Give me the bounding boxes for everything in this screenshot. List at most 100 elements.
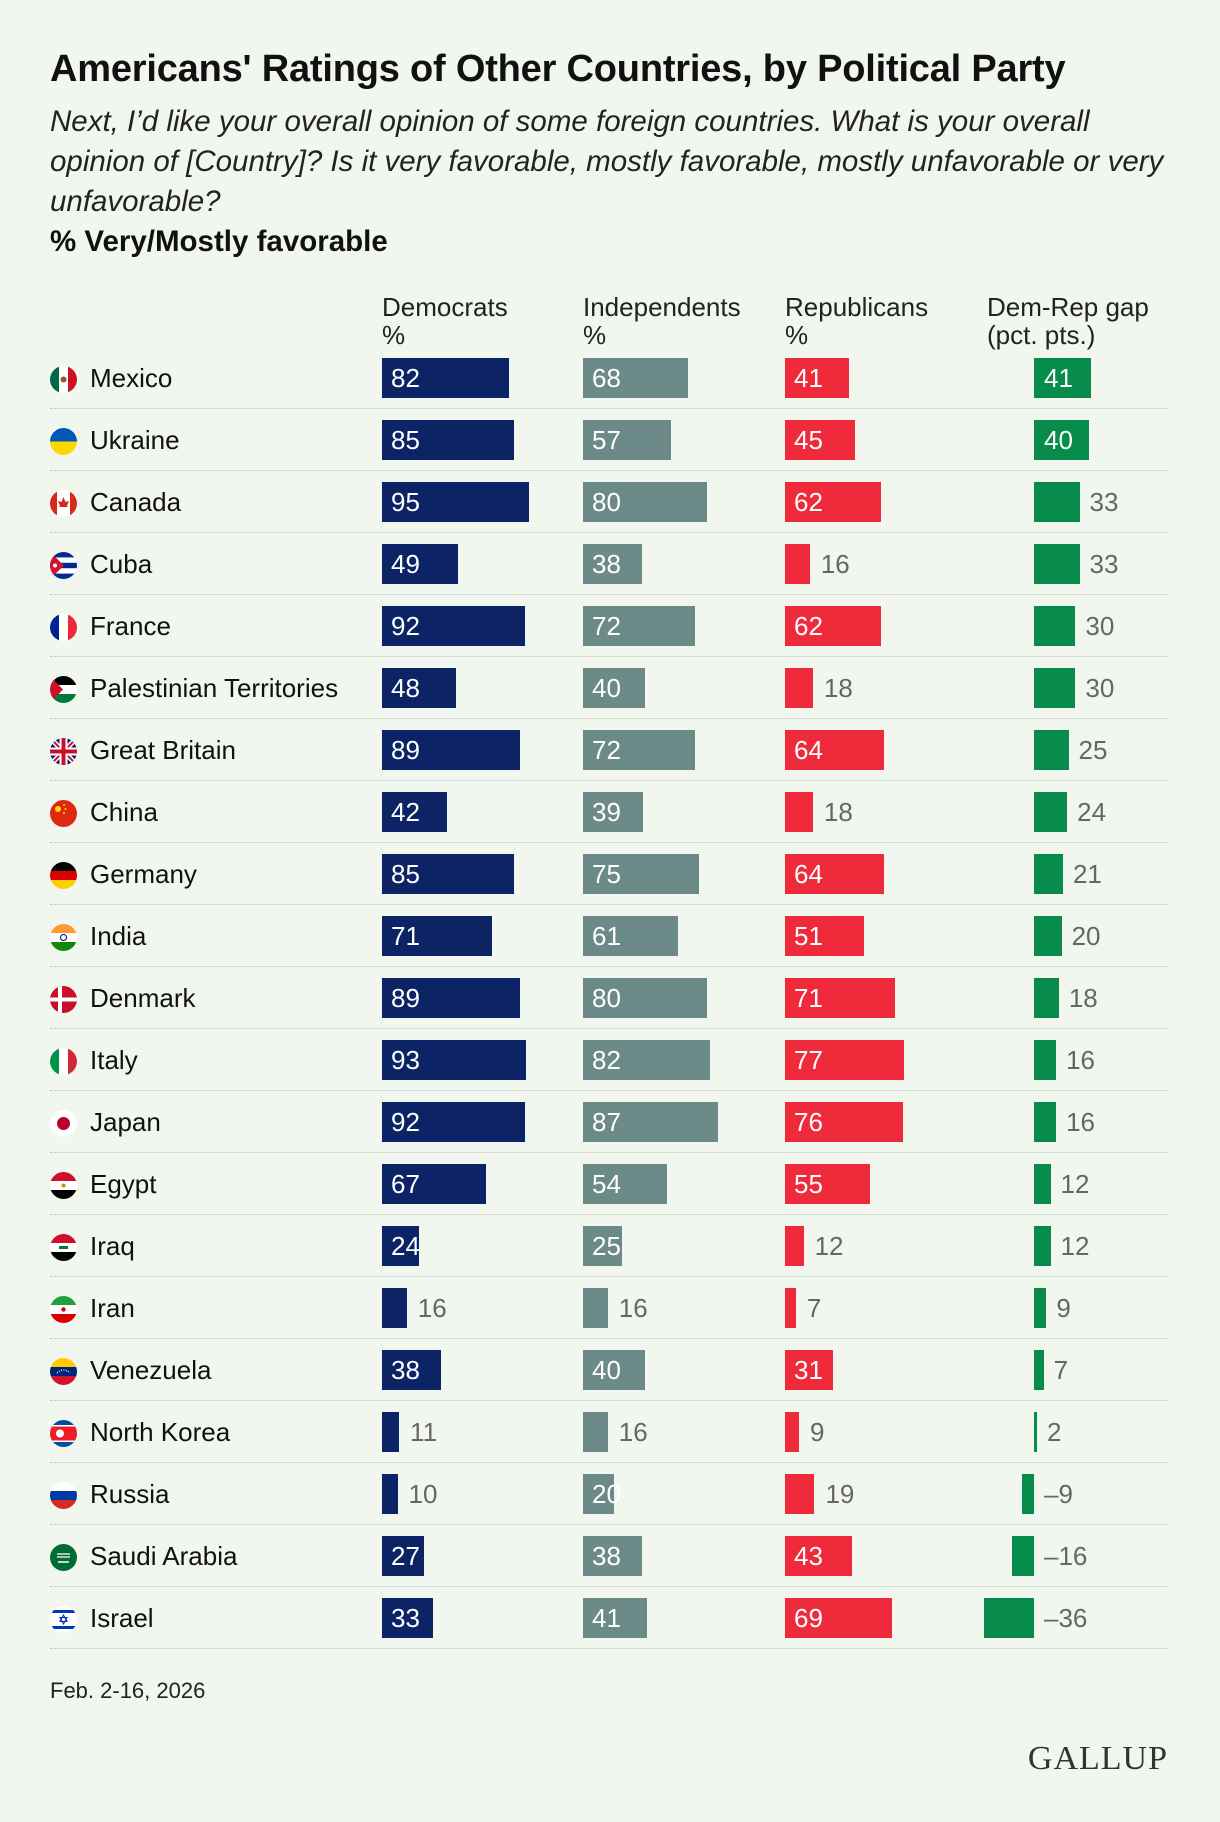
gap-bar <box>1034 482 1080 522</box>
democrats-bar <box>382 1412 400 1452</box>
row-divider <box>50 408 1168 409</box>
country-label: Canada <box>90 487 182 517</box>
independents-bar <box>583 1102 718 1142</box>
palestine-flag-icon <box>50 676 77 703</box>
republicans-bar <box>785 1350 834 1390</box>
table-row: China 42 39 18 24 <box>50 781 1168 843</box>
row-divider <box>50 1152 1168 1153</box>
column-header-independents-line1: Independents <box>583 292 741 322</box>
gap-value-label: 21 <box>1072 859 1102 889</box>
gap-value-label: –9 <box>1044 1479 1073 1509</box>
measure-label: % Very/Mostly favorable <box>50 225 388 258</box>
democrats-value-label: 10 <box>408 1479 438 1509</box>
gallup-logo: GALLUP <box>1027 1740 1168 1777</box>
democrats-bar <box>382 1536 424 1576</box>
chart-title: Americans' Ratings of Other Countries, b… <box>50 48 1066 90</box>
gap-bar <box>1034 1350 1044 1390</box>
row-divider <box>50 656 1168 657</box>
republicans-bar <box>785 1040 905 1080</box>
gap-value-label: –36 <box>1044 1603 1088 1633</box>
gap-value-label: 2 <box>1047 1417 1062 1447</box>
row-divider <box>50 1090 1168 1091</box>
republicans-bar <box>785 1288 796 1328</box>
table-row: Iraq 24 25 12 12 <box>50 1215 1168 1277</box>
row-divider <box>50 842 1168 843</box>
independents-bar <box>583 358 689 398</box>
mexico-flag-icon <box>50 366 77 393</box>
democrats-value-label: 27 <box>391 1541 420 1571</box>
independents-bar <box>583 1598 647 1638</box>
independents-bar <box>583 730 695 770</box>
saudi-arabia-flag-icon <box>50 1544 77 1571</box>
table-row: Denmark 89 80 71 18 <box>50 967 1168 1029</box>
gap-value-label: 33 <box>1089 549 1119 579</box>
country-label: Germany <box>90 859 197 889</box>
independents-bar <box>583 1164 667 1204</box>
republicans-bar <box>785 668 813 708</box>
column-header-independents-line2: % <box>583 320 607 350</box>
table-row: Italy 93 82 77 16 <box>50 1029 1168 1091</box>
table-row: Israel 33 41 69 –36 <box>50 1587 1168 1649</box>
country-label: Great Britain <box>90 735 236 765</box>
table-row: North Korea 11 16 9 2 <box>50 1401 1168 1463</box>
table-row: Canada 95 80 62 33 <box>50 471 1168 533</box>
country-label: Italy <box>90 1045 138 1075</box>
republicans-bar <box>785 1164 871 1204</box>
democrats-bar <box>382 1226 420 1266</box>
independents-bar <box>583 978 707 1018</box>
independents-value-label: 68 <box>592 363 621 393</box>
table-row: Mexico 82 68 41 41 <box>50 347 1168 409</box>
table-row: Japan 92 87 76 16 <box>50 1091 1168 1153</box>
column-header-republicans-line2: % <box>785 320 809 350</box>
gap-value-label: 12 <box>1060 1231 1090 1261</box>
democrats-bar <box>382 978 520 1018</box>
gap-bar <box>1034 1412 1037 1452</box>
democrats-bar <box>382 420 514 460</box>
row-divider <box>50 966 1168 967</box>
country-label: Mexico <box>90 363 173 393</box>
row-divider <box>50 1648 1168 1649</box>
independents-value-label: 72 <box>592 611 621 641</box>
independents-value-label: 40 <box>592 1355 621 1385</box>
israel-flag-icon <box>50 1606 77 1633</box>
country-label: North Korea <box>90 1417 231 1447</box>
democrats-value-label: 16 <box>417 1293 447 1323</box>
republicans-bar <box>785 606 882 646</box>
table-row: Iran 16 16 7 9 <box>50 1277 1168 1339</box>
independents-value-label: 38 <box>592 1541 621 1571</box>
independents-bar <box>583 544 642 584</box>
column-header-gap-line1: Dem-Rep gap <box>987 292 1149 322</box>
democrats-bar <box>382 792 448 832</box>
republicans-value-label: 16 <box>820 549 850 579</box>
gap-bar <box>1034 1288 1047 1328</box>
gap-bar <box>1034 730 1069 770</box>
republicans-value-label: 51 <box>794 921 823 951</box>
column-header-democrats-line2: % <box>382 320 406 350</box>
independents-value-label: 72 <box>592 735 621 765</box>
independents-value-label: 80 <box>592 487 621 517</box>
egypt-flag-icon <box>50 1172 77 1199</box>
column-header-gap: Dem-Rep gap (pct. pts.) <box>987 293 1149 349</box>
denmark-flag-icon <box>50 986 77 1013</box>
republicans-bar <box>785 358 849 398</box>
country-label: Denmark <box>90 983 196 1013</box>
republicans-bar <box>785 792 813 832</box>
gap-value-label: 9 <box>1056 1293 1071 1323</box>
country-label: Ukraine <box>90 425 180 455</box>
russia-flag-icon <box>50 1482 77 1509</box>
democrats-value-label: 48 <box>391 673 420 703</box>
column-header-independents: Independents % <box>583 293 741 349</box>
ukraine-flag-icon <box>50 428 77 455</box>
country-label: Cuba <box>90 549 153 579</box>
democrats-bar <box>382 1474 398 1514</box>
republicans-value-label: 7 <box>806 1293 822 1323</box>
china-flag-icon <box>50 800 77 827</box>
iran-flag-icon <box>50 1296 77 1323</box>
democrats-value-label: 89 <box>391 735 420 765</box>
democrats-bar <box>382 668 457 708</box>
republicans-value-label: 71 <box>794 983 823 1013</box>
table-row: Russia 10 20 19 –9 <box>50 1463 1168 1525</box>
gap-bar <box>1034 1164 1051 1204</box>
country-label: India <box>90 921 147 951</box>
gap-value-label: 20 <box>1071 921 1101 951</box>
